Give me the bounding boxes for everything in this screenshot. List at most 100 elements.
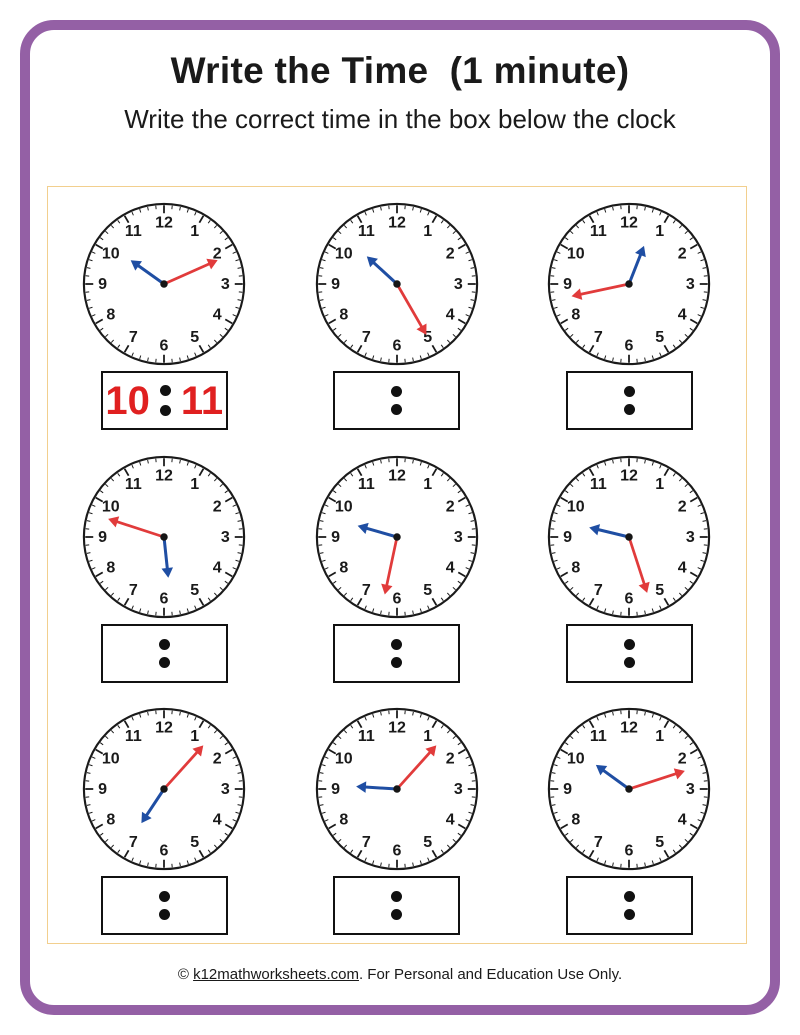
svg-text:4: 4: [213, 558, 222, 576]
svg-text:1: 1: [423, 727, 432, 745]
svg-text:2: 2: [446, 497, 455, 515]
svg-text:7: 7: [594, 328, 603, 346]
svg-text:7: 7: [594, 833, 603, 851]
svg-text:10: 10: [102, 749, 120, 767]
svg-text:9: 9: [98, 275, 107, 293]
svg-text:1: 1: [191, 727, 200, 745]
svg-text:2: 2: [678, 749, 687, 767]
svg-text:5: 5: [191, 581, 200, 599]
svg-text:1: 1: [423, 222, 432, 240]
svg-text:6: 6: [392, 842, 401, 860]
svg-text:11: 11: [590, 474, 607, 492]
svg-text:7: 7: [129, 328, 138, 346]
svg-text:9: 9: [331, 528, 340, 546]
svg-text:9: 9: [331, 780, 340, 798]
svg-text:10: 10: [335, 497, 353, 515]
svg-text:8: 8: [107, 811, 116, 829]
svg-text:12: 12: [155, 719, 173, 737]
svg-text:8: 8: [572, 811, 581, 829]
svg-text:12: 12: [155, 214, 173, 232]
svg-text:6: 6: [625, 842, 634, 860]
svg-text:10: 10: [567, 749, 585, 767]
svg-text:5: 5: [191, 833, 200, 851]
svg-text:3: 3: [454, 780, 463, 798]
svg-text:9: 9: [331, 275, 340, 293]
svg-text:12: 12: [388, 214, 406, 232]
svg-text:8: 8: [107, 306, 116, 324]
svg-text:9: 9: [564, 528, 573, 546]
svg-text:12: 12: [388, 466, 406, 484]
svg-text:10: 10: [567, 244, 585, 262]
svg-text:7: 7: [362, 833, 371, 851]
svg-text:3: 3: [686, 780, 695, 798]
svg-text:4: 4: [678, 811, 687, 829]
svg-text:11: 11: [358, 222, 375, 240]
svg-text:1: 1: [191, 222, 200, 240]
svg-text:1: 1: [656, 222, 665, 240]
svg-text:5: 5: [423, 833, 432, 851]
svg-text:11: 11: [358, 474, 375, 492]
svg-text:1: 1: [656, 727, 665, 745]
svg-text:8: 8: [572, 558, 581, 576]
svg-text:3: 3: [221, 275, 230, 293]
svg-text:2: 2: [678, 244, 687, 262]
svg-text:9: 9: [98, 780, 107, 798]
svg-text:11: 11: [590, 222, 607, 240]
svg-text:5: 5: [656, 833, 665, 851]
svg-text:3: 3: [686, 528, 695, 546]
svg-text:11: 11: [590, 727, 607, 745]
svg-text:3: 3: [221, 780, 230, 798]
svg-text:7: 7: [594, 581, 603, 599]
svg-text:4: 4: [678, 558, 687, 576]
svg-text:8: 8: [107, 558, 116, 576]
svg-text:6: 6: [160, 842, 169, 860]
svg-text:1: 1: [423, 474, 432, 492]
svg-text:2: 2: [446, 749, 455, 767]
svg-text:3: 3: [454, 275, 463, 293]
svg-text:5: 5: [656, 328, 665, 346]
svg-text:7: 7: [129, 581, 138, 599]
svg-text:12: 12: [621, 214, 639, 232]
svg-text:6: 6: [625, 589, 634, 607]
svg-text:10: 10: [567, 497, 585, 515]
svg-text:9: 9: [98, 528, 107, 546]
svg-text:8: 8: [339, 306, 348, 324]
svg-text:1: 1: [191, 474, 200, 492]
svg-text:6: 6: [160, 589, 169, 607]
svg-text:2: 2: [213, 497, 222, 515]
svg-text:3: 3: [686, 275, 695, 293]
svg-text:4: 4: [213, 306, 222, 324]
svg-text:2: 2: [213, 749, 222, 767]
svg-text:11: 11: [125, 222, 142, 240]
svg-text:8: 8: [572, 306, 581, 324]
svg-text:6: 6: [392, 336, 401, 354]
svg-text:9: 9: [564, 275, 573, 293]
svg-text:11: 11: [358, 727, 375, 745]
svg-text:4: 4: [678, 306, 687, 324]
svg-text:2: 2: [213, 244, 222, 262]
svg-text:7: 7: [362, 328, 371, 346]
svg-text:8: 8: [339, 558, 348, 576]
svg-text:7: 7: [129, 833, 138, 851]
svg-text:12: 12: [621, 719, 639, 737]
svg-text:2: 2: [446, 244, 455, 262]
svg-text:6: 6: [392, 589, 401, 607]
svg-text:9: 9: [564, 780, 573, 798]
svg-text:12: 12: [621, 466, 639, 484]
svg-text:10: 10: [335, 749, 353, 767]
svg-text:8: 8: [339, 811, 348, 829]
svg-text:1: 1: [656, 474, 665, 492]
svg-text:11: 11: [125, 474, 142, 492]
svg-text:3: 3: [454, 528, 463, 546]
svg-text:3: 3: [221, 528, 230, 546]
svg-text:10: 10: [102, 244, 120, 262]
svg-text:11: 11: [125, 727, 142, 745]
svg-text:12: 12: [155, 466, 173, 484]
svg-text:5: 5: [191, 328, 200, 346]
svg-text:5: 5: [656, 581, 665, 599]
svg-text:6: 6: [625, 336, 634, 354]
svg-text:4: 4: [213, 811, 222, 829]
svg-text:12: 12: [388, 719, 406, 737]
svg-text:6: 6: [160, 336, 169, 354]
svg-text:10: 10: [335, 244, 353, 262]
